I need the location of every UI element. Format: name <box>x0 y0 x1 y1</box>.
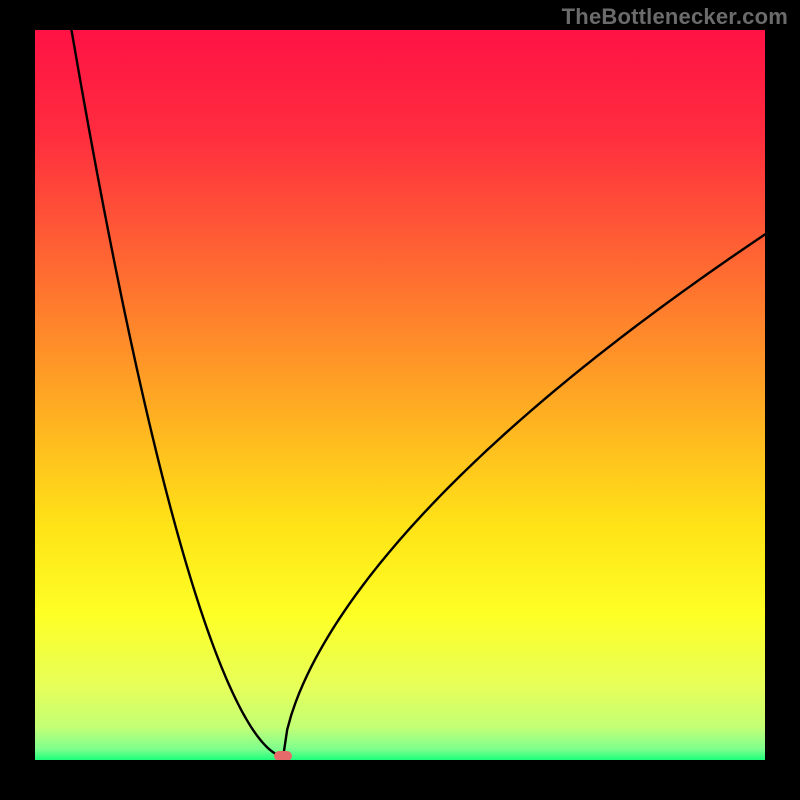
vertex-marker <box>274 751 292 761</box>
gradient-background <box>35 30 765 760</box>
chart-frame: TheBottlenecker.com <box>0 0 800 800</box>
plot-svg <box>35 30 765 760</box>
watermark-text: TheBottlenecker.com <box>562 4 788 30</box>
plot-area <box>35 30 765 760</box>
